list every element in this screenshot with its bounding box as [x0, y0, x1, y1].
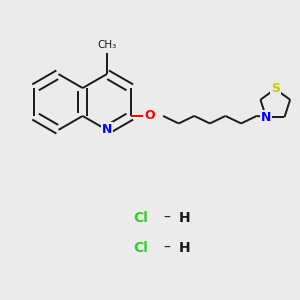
Text: S: S: [271, 82, 280, 95]
Text: N: N: [102, 123, 112, 136]
Text: –: –: [163, 241, 170, 254]
Text: Cl: Cl: [134, 211, 148, 224]
Text: Cl: Cl: [134, 241, 148, 254]
Text: H: H: [179, 241, 190, 254]
Text: N: N: [261, 111, 271, 124]
Text: –: –: [163, 211, 170, 224]
Text: H: H: [179, 211, 190, 224]
Text: CH₃: CH₃: [97, 40, 116, 50]
Text: O: O: [144, 110, 155, 122]
